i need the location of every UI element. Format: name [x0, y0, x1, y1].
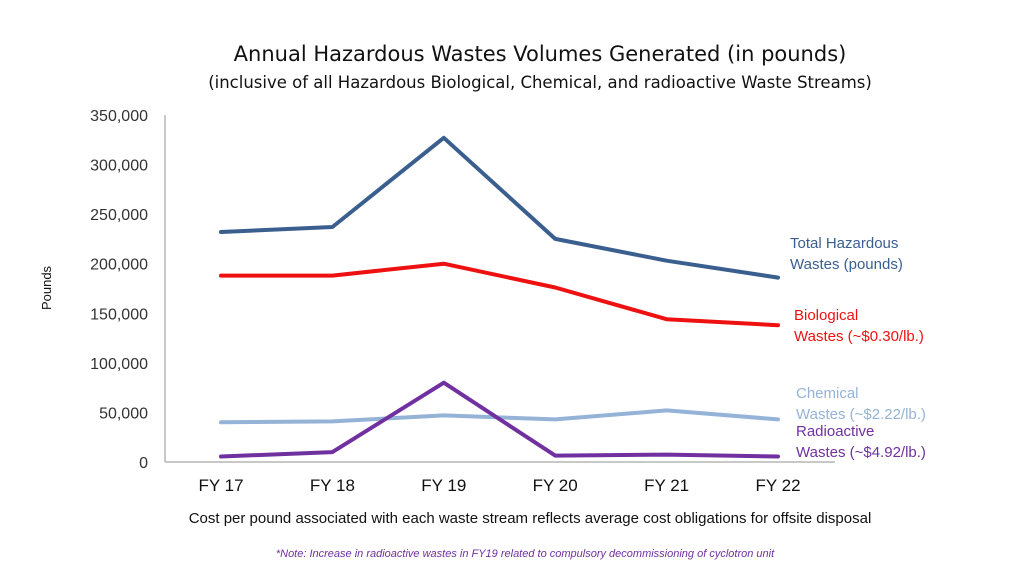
chart-title: Annual Hazardous Wastes Volumes Generate… [233, 42, 847, 66]
x-tick-label: FY 19 [421, 476, 466, 495]
series-label-total: Total Hazardous Wastes (pounds) [790, 233, 903, 275]
series-line-biological [219, 261, 780, 328]
series-label-line: Total Hazardous [790, 235, 899, 252]
series-label-biological: Biological Wastes (~$0.30/lb.) [794, 305, 924, 347]
x-tick-label: FY 18 [310, 476, 355, 495]
series-label-line: Radioactive [796, 423, 875, 440]
series-label-line: Biological [794, 307, 859, 324]
series-line-total [219, 135, 780, 280]
y-tick-label: 250,000 [90, 207, 148, 224]
chart-subtitle: (inclusive of all Hazardous Biological, … [208, 73, 872, 92]
series-label-line: Wastes (~$4.92/lb.) [796, 444, 926, 461]
footnote: *Note: Increase in radioactive wastes in… [275, 548, 775, 560]
series-label-line: Wastes (~$0.30/lb.) [794, 328, 924, 345]
y-tick-label: 200,000 [90, 257, 148, 274]
series-line-radioactive [219, 380, 780, 459]
x-tick-label: FY 20 [533, 476, 578, 495]
series-label-line: Wastes (pounds) [790, 256, 903, 273]
series-label-line: Chemical [796, 385, 859, 402]
axes: 0 50,000 100,000 150,000 200,000 250,000 300,0… [39, 108, 835, 495]
x-tick-label: FY 22 [755, 476, 800, 495]
series-lines [219, 135, 780, 459]
cost-note: Cost per pound associated with each wast… [188, 510, 872, 527]
y-tick-label: 350,000 [90, 108, 148, 125]
series-label-chemical: Chemical Wastes (~$2.22/lb.) [796, 383, 926, 425]
y-axis-title: Pounds [39, 265, 54, 310]
y-tick-label: 300,000 [90, 158, 148, 175]
y-tick-label: 150,000 [90, 306, 148, 323]
x-tick-label: FY 17 [198, 476, 243, 495]
y-tick-label: 0 [139, 455, 148, 472]
y-tick-label: 100,000 [90, 356, 148, 373]
series-label-line: Wastes (~$2.22/lb.) [796, 406, 926, 423]
y-tick-label: 50,000 [99, 405, 148, 422]
x-tick-label: FY 21 [644, 476, 689, 495]
series-label-radioactive: Radioactive Wastes (~$4.92/lb.) [796, 421, 926, 463]
